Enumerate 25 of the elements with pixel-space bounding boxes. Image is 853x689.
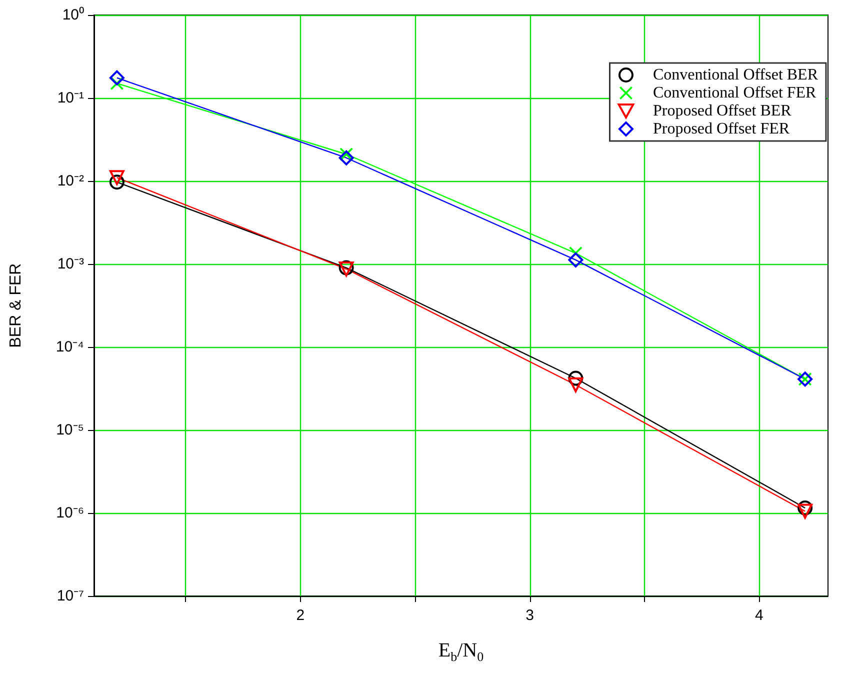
- y-tick-label: 10⁻⁴: [56, 338, 84, 356]
- legend-label: Proposed Offset FER: [652, 120, 790, 138]
- legend-label: Conventional Offset FER: [652, 84, 817, 102]
- y-tick-label: 10⁻⁷: [56, 588, 84, 604]
- point: [338, 150, 354, 166]
- y-tick-label: 10⁻⁵: [56, 422, 84, 438]
- x-tick-label: 3: [526, 607, 534, 624]
- y-tick-label: 10⁰: [62, 6, 84, 24]
- y-tick-label: 10⁻⁶: [56, 504, 84, 522]
- point: [109, 170, 124, 186]
- point: [109, 70, 124, 86]
- legend-label: Conventional Offset BER: [652, 66, 818, 84]
- y-axis-title: BER & FER: [8, 263, 24, 348]
- point: [568, 370, 584, 386]
- point: [798, 500, 813, 516]
- y-tick-label: 10⁻¹: [57, 90, 84, 106]
- x-tick-label: 4: [755, 607, 764, 624]
- y-tick-label: 10⁻³: [57, 256, 84, 272]
- y-tick-label: 10⁻²: [57, 172, 84, 190]
- point: [109, 174, 124, 190]
- x-tick-label: 2: [296, 607, 305, 624]
- legend-label: Proposed Offset BER: [652, 102, 792, 120]
- point: [568, 377, 584, 392]
- point: [568, 252, 584, 268]
- point: [798, 504, 813, 519]
